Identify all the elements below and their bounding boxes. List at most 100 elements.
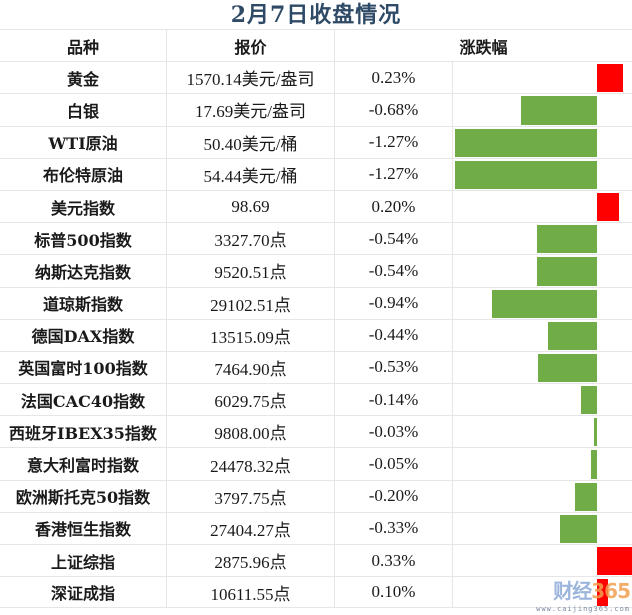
- row-change-pct: -0.33%: [335, 512, 453, 544]
- negative-change-bar: [536, 225, 597, 254]
- row-price: 13515.09点: [167, 319, 335, 351]
- row-name: 标普500指数: [0, 223, 167, 255]
- row-name: 黄金: [0, 62, 167, 94]
- row-change-pct: -0.68%: [335, 94, 453, 126]
- negative-change-bar: [520, 96, 597, 125]
- table-row: 法国CAC40指数 6029.75点 -0.14%: [0, 383, 632, 416]
- negative-change-bar: [455, 128, 597, 157]
- row-bar-cell: [453, 127, 632, 158]
- positive-change-bar: [597, 547, 632, 576]
- page-title: 2月7日收盘情况: [230, 2, 402, 28]
- negative-change-bar: [491, 289, 597, 318]
- row-bar-cell: [453, 545, 632, 576]
- table-row: 道琼斯指数 29102.51点 -0.94%: [0, 286, 632, 319]
- row-price: 17.69美元/盎司: [167, 94, 335, 126]
- row-name: 上证综指: [0, 545, 167, 577]
- row-bar-cell: [453, 159, 632, 190]
- market-close-table: 品种 报价 涨跌幅 黄金 1570.14美元/盎司 0.23% 白银 17.69美元/盎…: [0, 29, 632, 609]
- table-row: 布伦特原油 54.44美元/桶 -1.27%: [0, 157, 632, 190]
- row-name: WTI原油: [0, 126, 167, 158]
- positive-change-bar: [597, 192, 620, 222]
- row-name: 纳斯达克指数: [0, 255, 167, 287]
- row-name: 德国DAX指数: [0, 319, 167, 351]
- row-change-pct: -0.54%: [335, 223, 453, 255]
- row-name: 布伦特原油: [0, 158, 167, 190]
- table-row: 英国富时100指数 7464.90点 -0.53%: [0, 350, 632, 384]
- row-price: 27404.27点: [167, 512, 335, 544]
- row-change-pct: 0.23%: [335, 62, 453, 94]
- row-change-pct: -0.14%: [335, 384, 453, 416]
- row-change-pct: -0.94%: [335, 287, 453, 319]
- row-bar-cell: [453, 94, 632, 125]
- row-price: 54.44美元/桶: [167, 158, 335, 190]
- row-change-pct: -1.27%: [335, 158, 453, 190]
- table-row: 纳斯达克指数 9520.51点 -0.54%: [0, 254, 632, 287]
- positive-change-bar: [597, 579, 609, 607]
- row-change-pct: -0.20%: [335, 480, 453, 512]
- row-price: 29102.51点: [167, 287, 335, 319]
- table-header-row: 品种 报价 涨跌幅: [0, 29, 632, 62]
- table-row: 德国DAX指数 13515.09点 -0.44%: [0, 318, 632, 351]
- row-name: 欧洲斯托克50指数: [0, 480, 167, 512]
- negative-change-bar: [455, 160, 597, 189]
- row-price: 1570.14美元/盎司: [167, 62, 335, 94]
- row-change-pct: -0.54%: [335, 255, 453, 287]
- row-name: 法国CAC40指数: [0, 384, 167, 416]
- row-price: 9808.00点: [167, 416, 335, 448]
- table-row: 美元指数 98.69 0.20%: [0, 189, 632, 223]
- row-price: 7464.90点: [167, 351, 335, 384]
- row-bar-cell: [453, 191, 632, 222]
- row-price: 24478.32点: [167, 448, 335, 480]
- row-bar-cell: [453, 255, 632, 286]
- row-name: 意大利富时指数: [0, 448, 167, 480]
- negative-change-bar: [560, 514, 597, 543]
- row-name: 美元指数: [0, 190, 167, 223]
- row-price: 98.69: [167, 190, 335, 223]
- row-price: 6029.75点: [167, 384, 335, 416]
- row-bar-cell: [453, 352, 632, 383]
- row-name: 西班牙IBEX35指数: [0, 416, 167, 448]
- row-bar-cell: [453, 481, 632, 512]
- row-price: 10611.55点: [167, 577, 335, 608]
- row-price: 50.40美元/桶: [167, 126, 335, 158]
- table-row: 深证成指 10611.55点 0.10%: [0, 576, 632, 609]
- row-bar-cell: [453, 62, 632, 93]
- row-price: 3797.75点: [167, 480, 335, 512]
- negative-change-bar: [593, 418, 597, 447]
- table-row: 白银 17.69美元/盎司 -0.68%: [0, 93, 632, 126]
- negative-change-bar: [581, 386, 597, 415]
- row-bar-cell: [453, 288, 632, 319]
- row-bar-cell: [453, 513, 632, 544]
- header-price: 报价: [167, 30, 335, 62]
- row-bar-cell: [453, 223, 632, 254]
- row-change-pct: -0.53%: [335, 351, 453, 384]
- row-name: 深证成指: [0, 577, 167, 608]
- row-bar-cell: [453, 320, 632, 351]
- row-name: 英国富时100指数: [0, 351, 167, 384]
- table-row: 黄金 1570.14美元/盎司 0.23%: [0, 61, 632, 94]
- row-price: 9520.51点: [167, 255, 335, 287]
- row-bar-cell: [453, 416, 632, 447]
- row-change-pct: 0.10%: [335, 577, 453, 608]
- row-name: 道琼斯指数: [0, 287, 167, 319]
- row-change-pct: -0.05%: [335, 448, 453, 480]
- row-change-pct: -0.03%: [335, 416, 453, 448]
- table-row: 香港恒生指数 27404.27点 -0.33%: [0, 511, 632, 544]
- row-change-pct: -0.44%: [335, 319, 453, 351]
- negative-change-bar: [547, 321, 597, 350]
- table-row: 意大利富时指数 24478.32点 -0.05%: [0, 447, 632, 480]
- table-row: 欧洲斯托克50指数 3797.75点 -0.20%: [0, 479, 632, 512]
- negative-change-bar: [574, 482, 597, 511]
- table-row: 西班牙IBEX35指数 9808.00点 -0.03%: [0, 415, 632, 448]
- positive-change-bar: [597, 64, 623, 93]
- row-name: 香港恒生指数: [0, 512, 167, 544]
- row-price: 3327.70点: [167, 223, 335, 255]
- negative-change-bar: [537, 353, 597, 383]
- row-bar-cell: [453, 577, 632, 607]
- negative-change-bar: [591, 450, 597, 479]
- row-change-pct: -1.27%: [335, 126, 453, 158]
- row-change-pct: 0.20%: [335, 190, 453, 223]
- table-row: 上证综指 2875.96点 0.33%: [0, 544, 632, 577]
- table-row: WTI原油 50.40美元/桶 -1.27%: [0, 125, 632, 158]
- table-row: 标普500指数 3327.70点 -0.54%: [0, 222, 632, 255]
